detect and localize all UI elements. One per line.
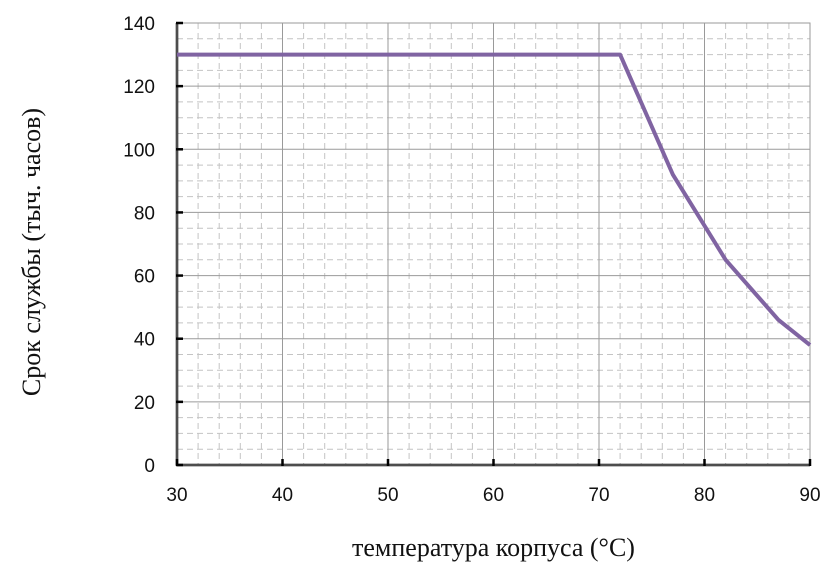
x-tick-label: 60: [483, 485, 504, 506]
y-tick-label: 40: [134, 330, 155, 351]
y-tick-label: 60: [134, 267, 155, 288]
y-tick-label: 140: [123, 14, 155, 35]
y-tick-label: 120: [123, 77, 155, 98]
x-tick-label: 70: [588, 485, 609, 506]
ticks: 30 40 50 60 70 80 90 0 20 40 60 80 100 120 140: [123, 14, 820, 506]
y-axis-title: Срок службы (тыч. часов): [17, 108, 46, 396]
x-tick-label: 30: [166, 485, 187, 506]
y-tick-label: 20: [134, 393, 155, 414]
series-line: [177, 52, 812, 347]
x-tick-label: 40: [272, 485, 293, 506]
x-axis-title: температура корпуса (°C): [352, 533, 635, 562]
x-tick-label: 80: [694, 485, 715, 506]
y-tick-label: 80: [134, 203, 155, 224]
x-tick-label: 50: [377, 485, 398, 506]
x-tick-label: 90: [799, 485, 820, 506]
series-layer: [177, 52, 812, 347]
y-tick-label: 0: [144, 456, 155, 477]
y-tick-label: 100: [123, 140, 155, 161]
